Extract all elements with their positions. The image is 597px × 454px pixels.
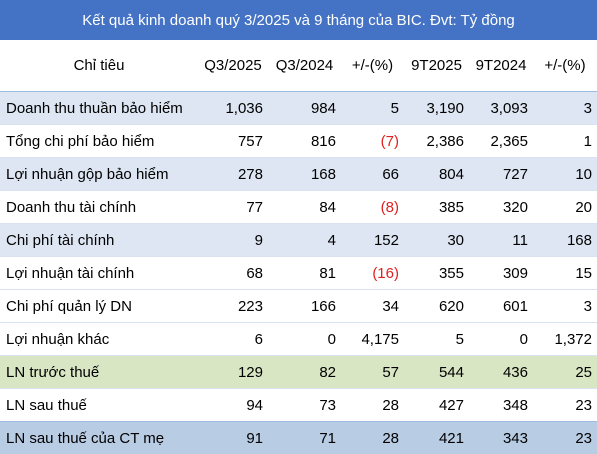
header-9t-change: +/-(%) [533,40,597,92]
cell-9t-2024: 727 [469,157,533,191]
header-q3-change: +/-(%) [341,40,404,92]
table-row: Chi phí quản lý DN 223 166 34 620 601 3 [0,289,597,323]
header-row: Chỉ tiêu Q3/2025 Q3/2024 +/-(%) 9T2025 9… [0,40,597,92]
cell-q3-change: 34 [341,289,404,323]
cell-q3-change: 28 [341,421,404,454]
row-label: Chi phí quản lý DN [0,289,198,323]
row-label: Doanh thu thuần bảo hiểm [0,91,198,125]
cell-q3-change: 152 [341,223,404,257]
table-row: Lợi nhuận tài chính 68 81 (16) 355 309 15 [0,256,597,290]
row-label: LN sau thuế của CT mẹ [0,421,198,454]
table-title: Kết quả kinh doanh quý 3/2025 và 9 tháng… [0,0,597,40]
cell-9t-2025: 385 [404,190,469,224]
table-row: Lợi nhuận gộp bảo hiểm 278 168 66 804 727 10 [0,157,597,191]
cell-q3-2024: 816 [268,124,341,158]
cell-q3-change: 66 [341,157,404,191]
table-row: Chi phí tài chính 9 4 152 30 11 168 [0,223,597,257]
cell-q3-change: (8) [341,190,404,224]
row-label: Doanh thu tài chính [0,190,198,224]
cell-q3-2024: 73 [268,388,341,422]
cell-q3-2024: 0 [268,322,341,356]
cell-9t-2025: 620 [404,289,469,323]
cell-9t-2025: 544 [404,355,469,389]
cell-q3-change: 5 [341,91,404,125]
cell-9t-change: 3 [533,91,597,125]
financial-results-table: Chỉ tiêu Q3/2025 Q3/2024 +/-(%) 9T2025 9… [0,40,597,454]
cell-9t-2024: 343 [469,421,533,454]
cell-9t-2024: 0 [469,322,533,356]
row-label: Lợi nhuận tài chính [0,256,198,290]
table-row: Tổng chi phí bảo hiểm 757 816 (7) 2,386 2,365… [0,124,597,158]
header-q3-2024: Q3/2024 [268,40,341,92]
cell-9t-2024: 320 [469,190,533,224]
cell-q3-2025: 91 [198,421,268,454]
row-label: LN trước thuế [0,355,198,389]
cell-q3-2024: 166 [268,289,341,323]
cell-9t-2025: 2,386 [404,124,469,158]
cell-q3-2025: 757 [198,124,268,158]
cell-q3-change: (7) [341,124,404,158]
table-row: LN sau thuế của CT mẹ 91 71 28 421 343 23 [0,421,597,454]
row-label: Tổng chi phí bảo hiểm [0,124,198,158]
cell-q3-2025: 68 [198,256,268,290]
cell-q3-2025: 94 [198,388,268,422]
cell-q3-change: 28 [341,388,404,422]
cell-q3-change: 57 [341,355,404,389]
cell-9t-2024: 2,365 [469,124,533,158]
cell-q3-2024: 4 [268,223,341,257]
cell-9t-change: 23 [533,421,597,454]
cell-9t-2024: 436 [469,355,533,389]
table-row: Doanh thu thuần bảo hiểm 1,036 984 5 3,190 3,… [0,91,597,125]
cell-q3-2025: 129 [198,355,268,389]
cell-q3-2025: 9 [198,223,268,257]
table-row: LN sau thuế 94 73 28 427 348 23 [0,388,597,422]
table-row: Lợi nhuận khác 6 0 4,175 5 0 1,372 [0,322,597,356]
cell-9t-change: 20 [533,190,597,224]
cell-9t-change: 1,372 [533,322,597,356]
cell-9t-2025: 355 [404,256,469,290]
cell-9t-change: 168 [533,223,597,257]
cell-q3-2025: 278 [198,157,268,191]
cell-9t-2025: 804 [404,157,469,191]
cell-q3-2024: 168 [268,157,341,191]
table-row: Doanh thu tài chính 77 84 (8) 385 320 20 [0,190,597,224]
row-label: LN sau thuế [0,388,198,422]
cell-9t-2024: 309 [469,256,533,290]
cell-q3-2025: 6 [198,322,268,356]
row-label: Lợi nhuận gộp bảo hiểm [0,157,198,191]
cell-q3-change: (16) [341,256,404,290]
cell-q3-2024: 81 [268,256,341,290]
header-9t-2025: 9T2025 [404,40,469,92]
cell-9t-2025: 3,190 [404,91,469,125]
header-9t-2024: 9T2024 [469,40,533,92]
table-row: LN trước thuế 129 82 57 544 436 25 [0,355,597,389]
cell-9t-change: 15 [533,256,597,290]
cell-q3-2024: 71 [268,421,341,454]
cell-9t-2024: 11 [469,223,533,257]
cell-9t-2025: 30 [404,223,469,257]
cell-q3-2025: 1,036 [198,91,268,125]
row-label: Lợi nhuận khác [0,322,198,356]
cell-q3-2025: 223 [198,289,268,323]
cell-9t-change: 23 [533,388,597,422]
cell-9t-2024: 3,093 [469,91,533,125]
cell-9t-change: 10 [533,157,597,191]
cell-q3-2025: 77 [198,190,268,224]
cell-q3-2024: 82 [268,355,341,389]
header-indicator: Chỉ tiêu [0,40,198,92]
cell-q3-2024: 84 [268,190,341,224]
cell-9t-2025: 421 [404,421,469,454]
cell-9t-2025: 427 [404,388,469,422]
header-q3-2025: Q3/2025 [198,40,268,92]
cell-9t-2024: 601 [469,289,533,323]
cell-9t-change: 3 [533,289,597,323]
cell-9t-2025: 5 [404,322,469,356]
cell-q3-2024: 984 [268,91,341,125]
row-label: Chi phí tài chính [0,223,198,257]
cell-9t-2024: 348 [469,388,533,422]
cell-9t-change: 1 [533,124,597,158]
cell-q3-change: 4,175 [341,322,404,356]
cell-9t-change: 25 [533,355,597,389]
